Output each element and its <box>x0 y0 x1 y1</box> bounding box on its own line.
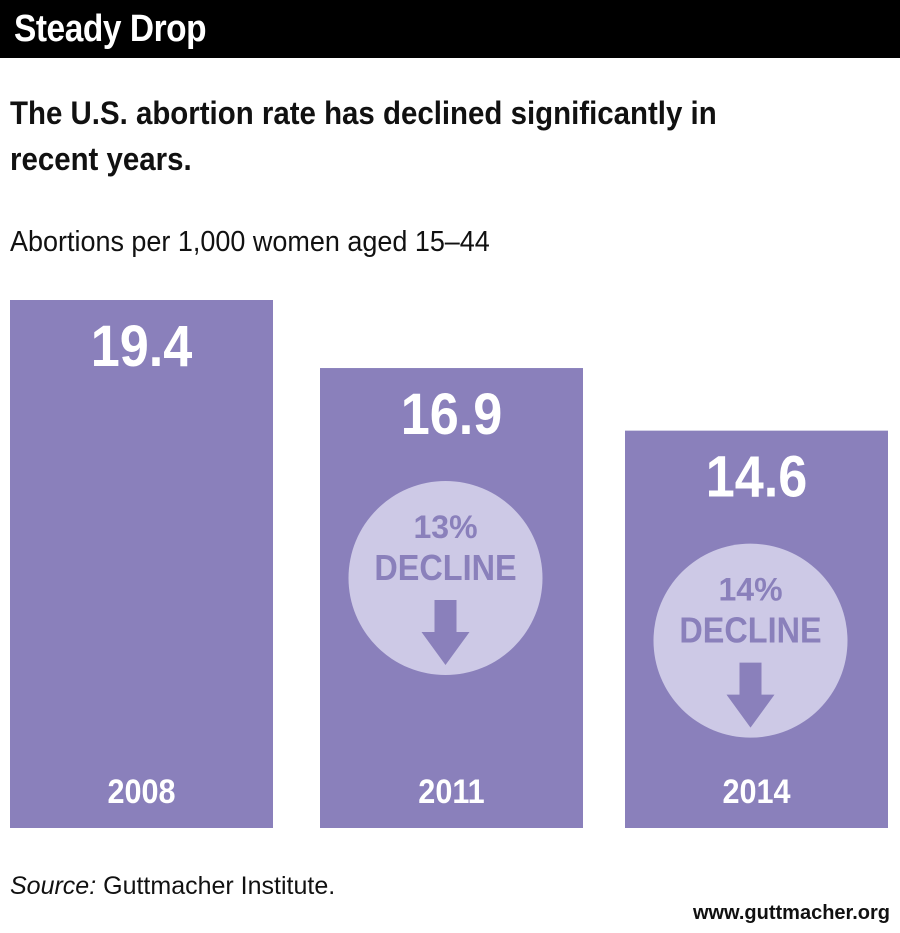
bar-value-label: 19.4 <box>91 313 193 378</box>
source-note: Source: Guttmacher Institute. <box>10 872 335 901</box>
website-url: www.guttmacher.org <box>692 902 890 924</box>
header-bar: Steady Drop <box>0 0 900 58</box>
y-axis-label: Abortions per 1,000 women aged 15–44 <box>10 226 490 258</box>
source-text: Guttmacher Institute. <box>103 872 336 900</box>
source-label: Source: <box>10 872 97 900</box>
bar-value-label: 16.9 <box>401 381 503 446</box>
decline-label: DECLINE <box>374 549 516 589</box>
category-label: 2014 <box>722 773 790 811</box>
decline-badge <box>348 481 543 676</box>
down-arrow-icon <box>726 662 775 728</box>
decline-badge <box>653 543 848 738</box>
decline-percent: 13% <box>413 509 477 545</box>
decline-percent: 14% <box>718 572 782 608</box>
category-label: 2011 <box>418 773 484 811</box>
bar-value-label: 14.6 <box>706 444 808 509</box>
bar-2008 <box>10 300 273 828</box>
decline-label: DECLINE <box>679 611 821 651</box>
down-arrow-icon <box>421 600 470 666</box>
chart-subtitle: The U.S. abortion rate has declined sign… <box>10 95 717 177</box>
page-title: Steady Drop <box>14 8 207 50</box>
category-label: 2008 <box>107 773 175 811</box>
